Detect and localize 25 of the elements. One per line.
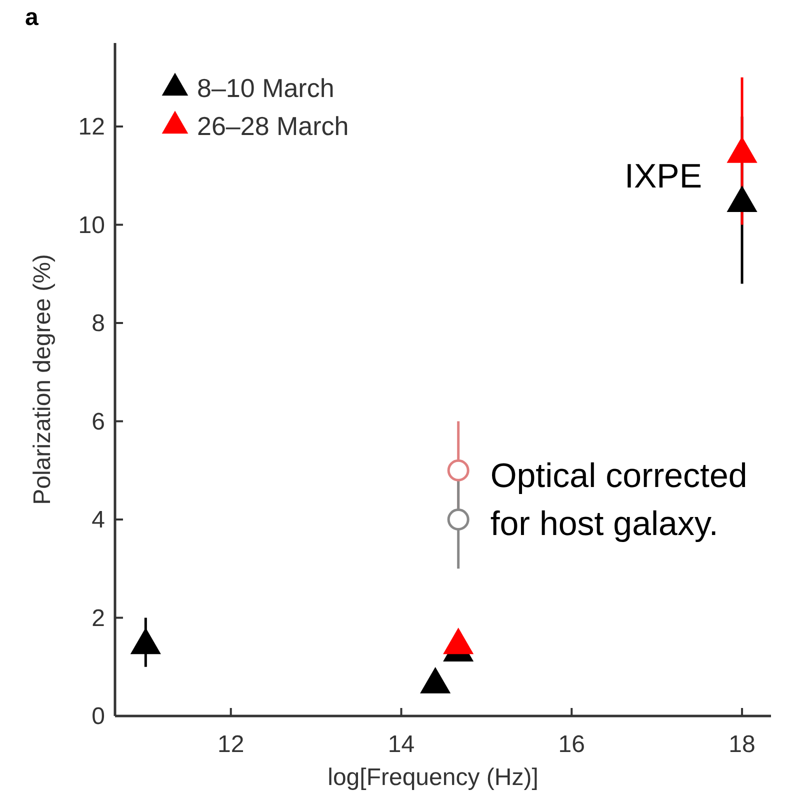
y-tick-label: 0: [92, 703, 105, 730]
y-tick-label: 12: [78, 114, 105, 141]
x-tick-label: 14: [388, 731, 415, 758]
y-tick-label: 8: [92, 310, 105, 338]
legend-label: 26–28 March: [197, 111, 349, 141]
annotation: IXPE: [624, 158, 702, 196]
y-tick-label: 4: [92, 506, 105, 534]
point: [447, 508, 470, 531]
point: [447, 459, 470, 482]
y-tick-label: 6: [92, 408, 105, 436]
y-tick-label: 10: [78, 212, 105, 239]
x-tick-label: 12: [218, 731, 244, 758]
x-axis-title: log[Frequency (Hz)]: [328, 764, 538, 791]
x-tick-label: 18: [728, 731, 756, 758]
legend-label: 8–10 March: [197, 73, 334, 103]
text: a: [25, 4, 39, 31]
y-tick-label: 2: [92, 604, 105, 632]
point: [727, 186, 757, 212]
y-axis-title: Polarization degree (%): [29, 254, 56, 505]
point: [420, 667, 450, 694]
x-tick-label: 16: [558, 731, 585, 758]
point: [443, 628, 474, 654]
annotation: Optical corrected for host galaxy.: [490, 456, 748, 543]
point: [727, 136, 757, 163]
point: [130, 628, 161, 654]
